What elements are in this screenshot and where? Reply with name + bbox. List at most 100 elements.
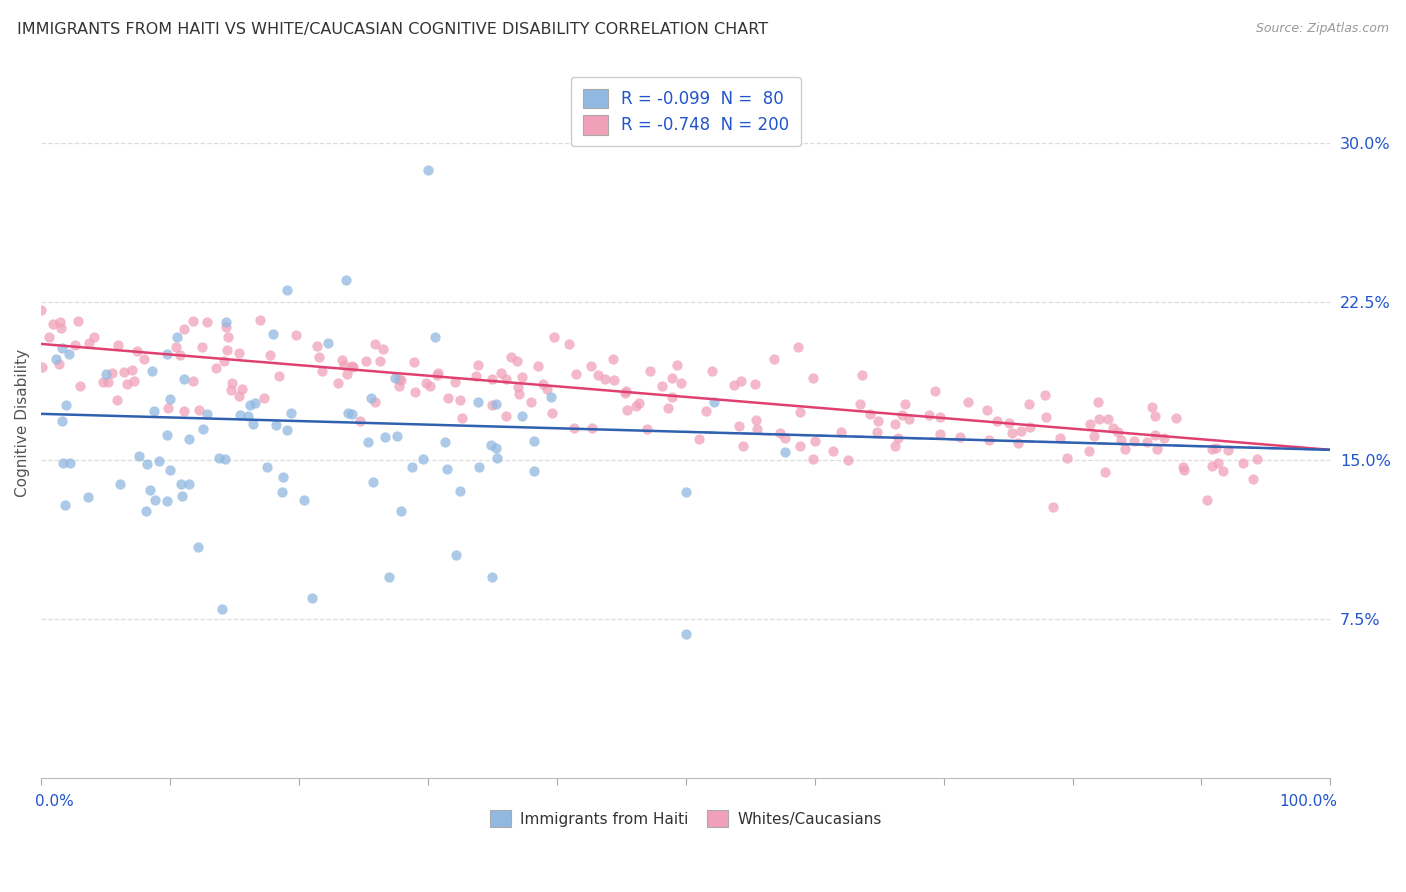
Point [510, 370, 533, 384]
Point [195, 315, 218, 329]
Point [1097, 411, 1119, 425]
Text: 100.0%: 100.0% [1279, 794, 1337, 809]
Point [51, 414, 73, 428]
Point [1049, 431, 1071, 445]
Point [124, 375, 146, 389]
Point [890, 409, 912, 423]
Point [156, 428, 179, 442]
Point [239, 398, 262, 412]
Point [363, 336, 385, 351]
Point [541, 406, 564, 420]
Point [179, 432, 201, 446]
Point [1019, 419, 1042, 434]
Point [276, 423, 298, 437]
Point [217, 343, 239, 358]
Point [491, 366, 513, 380]
Point [59, 456, 82, 470]
Point [661, 371, 683, 385]
Point [330, 353, 353, 368]
Point [326, 376, 349, 390]
Point [769, 426, 792, 441]
Point [208, 450, 231, 465]
Point [426, 368, 449, 382]
Point [804, 434, 827, 448]
Point [228, 346, 250, 360]
Point [558, 337, 581, 351]
Point [787, 340, 810, 354]
Point [211, 601, 233, 615]
Point [1001, 426, 1024, 441]
Point [1007, 436, 1029, 450]
Point [342, 359, 364, 374]
Point [308, 351, 330, 365]
Point [531, 376, 554, 391]
Point [256, 459, 278, 474]
Point [354, 353, 377, 368]
Point [156, 347, 179, 361]
Point [335, 273, 357, 287]
Point [1146, 442, 1168, 456]
Point [49, 315, 72, 329]
Point [418, 379, 440, 393]
Point [1042, 500, 1064, 514]
Point [416, 163, 439, 178]
Point [484, 397, 506, 411]
Point [156, 401, 179, 415]
Point [449, 483, 471, 498]
Point [427, 366, 450, 380]
Point [219, 383, 242, 397]
Point [1033, 388, 1056, 402]
Point [508, 380, 530, 394]
Point [613, 386, 636, 401]
Point [661, 390, 683, 404]
Point [499, 350, 522, 364]
Point [101, 367, 124, 381]
Point [675, 627, 697, 641]
Point [253, 391, 276, 405]
Point [762, 352, 785, 367]
Point [1246, 451, 1268, 466]
Point [437, 391, 460, 405]
Point [1114, 442, 1136, 457]
Point [215, 315, 238, 329]
Point [67, 314, 90, 328]
Point [1136, 434, 1159, 449]
Point [449, 392, 471, 407]
Point [79, 336, 101, 351]
Point [851, 368, 873, 382]
Point [540, 390, 562, 404]
Point [1107, 425, 1129, 439]
Point [136, 457, 159, 471]
Point [221, 376, 243, 391]
Point [695, 404, 717, 418]
Point [1144, 427, 1167, 442]
Point [148, 453, 170, 467]
Point [1143, 409, 1166, 424]
Point [986, 414, 1008, 428]
Point [159, 463, 181, 477]
Point [897, 411, 920, 425]
Point [536, 382, 558, 396]
Point [388, 379, 411, 393]
Point [69, 379, 91, 393]
Point [212, 353, 235, 368]
Point [485, 450, 508, 465]
Point [105, 392, 128, 407]
Point [373, 343, 395, 357]
Point [865, 425, 887, 440]
Point [1088, 412, 1111, 426]
Point [522, 434, 544, 449]
Point [924, 384, 946, 399]
Point [1140, 400, 1163, 414]
Point [651, 378, 673, 392]
Point [1201, 459, 1223, 474]
Point [42, 318, 65, 332]
Point [229, 408, 252, 422]
Point [564, 421, 586, 435]
Point [1241, 472, 1264, 486]
Point [1164, 411, 1187, 425]
Point [280, 406, 302, 420]
Point [181, 374, 204, 388]
Point [723, 377, 745, 392]
Point [508, 387, 530, 401]
